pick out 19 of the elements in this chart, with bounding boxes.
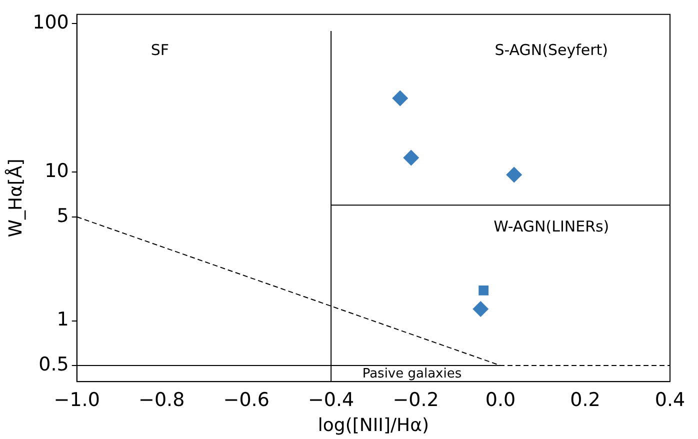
- y-tick-label: 100: [32, 11, 69, 34]
- annotation: SF: [150, 41, 169, 60]
- y-tick-label: 10: [44, 160, 69, 182]
- x-axis-title: log([NII]/Hα): [318, 414, 429, 436]
- x-tick-label: 0.4: [654, 388, 686, 411]
- annotation: Pasive galaxies: [362, 366, 462, 382]
- y-axis-title: W_Hα[Å]: [4, 158, 26, 238]
- x-tick-label: −0.6: [223, 388, 270, 411]
- annotation: S-AGN(Seyfert): [494, 41, 608, 60]
- x-tick-label: −0.2: [392, 388, 439, 411]
- x-tick-label: −1.0: [54, 388, 100, 411]
- x-tick-label: 0.0: [485, 388, 516, 411]
- y-tick-label: 5: [56, 204, 69, 227]
- x-tick-label: 0.2: [570, 388, 600, 411]
- x-tick-label: −0.4: [308, 388, 354, 411]
- annotation: W-AGN(LINERs): [494, 217, 610, 236]
- y-tick-label: 0.5: [38, 353, 69, 376]
- y-tick-label: 1: [56, 308, 69, 331]
- x-tick-label: −0.8: [138, 388, 185, 411]
